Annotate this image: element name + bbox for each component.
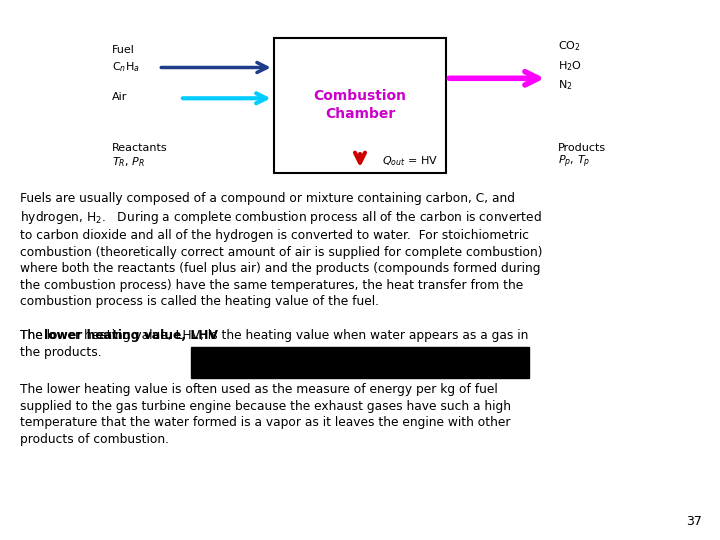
Text: The: The (20, 329, 47, 359)
Text: Fuels are usually composed of a compound or mixture containing carbon, C, and
hy: Fuels are usually composed of a compound… (20, 192, 543, 308)
Text: $P_p$, $T_p$: $P_p$, $T_p$ (558, 154, 590, 170)
Bar (191, 347, 529, 378)
Text: CO$_2$: CO$_2$ (558, 39, 581, 53)
Text: Products: Products (558, 143, 606, 153)
Text: $Q_{out}$ = HV: $Q_{out}$ = HV (382, 154, 438, 167)
Text: C$_n$H$_a$: C$_n$H$_a$ (112, 60, 140, 75)
Text: The lower heating value, LHV, is the heating value when water appears as a gas i: The lower heating value, LHV, is the hea… (20, 329, 528, 359)
Text: Air: Air (112, 92, 127, 102)
Text: Reactants: Reactants (112, 143, 167, 153)
Text: H$_2$O: H$_2$O (558, 59, 582, 73)
Text: N$_2$: N$_2$ (558, 78, 572, 92)
Text: $T_R$, $P_R$: $T_R$, $P_R$ (112, 155, 145, 169)
Text: Fuel: Fuel (112, 45, 135, 55)
Text: The lower heating value is often used as the measure of energy per kg of fuel
su: The lower heating value is often used as… (20, 383, 511, 446)
Text: lower heating value, LHV: lower heating value, LHV (44, 329, 218, 342)
Text: 37: 37 (686, 515, 702, 528)
Bar (274, 38, 446, 173)
Text: Combustion
Chamber: Combustion Chamber (313, 89, 407, 122)
